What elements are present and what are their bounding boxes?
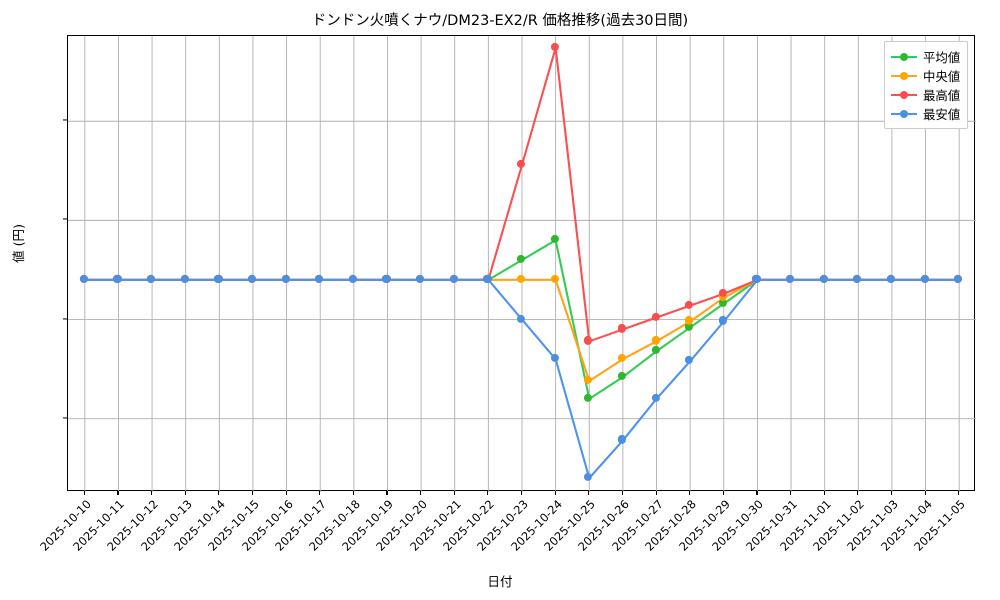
chart-title: ドンドン火噴くナウ/DM23-EX2/R 価格推移(過去30日間): [311, 13, 689, 29]
legend-item-label: 中央値: [923, 68, 961, 84]
x-axis-tick: [319, 491, 321, 495]
x-axis-tick: [554, 491, 556, 495]
chart-legend: 平均値中央値最高値最安値: [884, 41, 969, 129]
series-line: [83, 278, 961, 383]
x-axis-tick: [420, 491, 422, 495]
x-axis-tick: [386, 491, 388, 495]
x-axis-tick: [790, 491, 792, 495]
legend-item-1[interactable]: 平均値: [891, 47, 960, 66]
legend-swatch-icon: [891, 108, 917, 120]
x-axis-tick: [655, 491, 657, 495]
legend-item-label: 最安値: [923, 106, 961, 122]
x-axis-tick: [621, 491, 623, 495]
x-axis-tick: [453, 491, 455, 495]
y-axis-tick: [63, 317, 67, 320]
y-axis-label: 値 (円): [11, 223, 26, 263]
legend-swatch-icon: [891, 89, 917, 101]
x-axis-tick: [184, 491, 186, 495]
x-axis-tick: [285, 491, 287, 495]
legend-item-3[interactable]: 最高値: [891, 85, 960, 104]
x-axis-tick: [251, 491, 254, 495]
x-axis-tick: [588, 491, 590, 495]
series-line: [83, 278, 961, 480]
x-axis-tick: [689, 491, 691, 495]
legend-item-2[interactable]: 中央値: [891, 66, 960, 85]
x-axis-tick: [218, 491, 220, 495]
x-axis-tick: [487, 491, 489, 495]
x-axis-tick: [521, 491, 523, 495]
x-axis-tick: [924, 491, 926, 495]
x-axis-tick: [83, 491, 85, 495]
x-axis-tick: [890, 491, 893, 495]
x-axis-tick: [352, 491, 354, 495]
x-axis-tick: [756, 491, 758, 495]
x-axis-tick: [151, 491, 153, 495]
x-axis-tick: [117, 491, 119, 495]
y-axis-tick: [63, 119, 67, 121]
series-lines: [83, 46, 961, 480]
legend-item-4[interactable]: 最安値: [891, 104, 960, 123]
series-line: [83, 46, 961, 343]
y-axis-tick: [63, 417, 67, 419]
gridlines: [68, 36, 976, 492]
y-axis-tick: [63, 218, 67, 220]
x-axis-tick: [823, 491, 825, 495]
x-axis-tick: [857, 491, 859, 495]
legend-swatch-icon: [891, 51, 917, 63]
x-axis-tick: [722, 491, 724, 495]
x-axis-tick: [958, 491, 960, 495]
legend-item-label: 最高値: [923, 87, 961, 103]
x-axis-label: 日付: [487, 574, 513, 589]
legend-swatch-icon: [891, 70, 917, 82]
plot-area: [67, 35, 976, 492]
legend-item-label: 平均値: [923, 49, 961, 65]
